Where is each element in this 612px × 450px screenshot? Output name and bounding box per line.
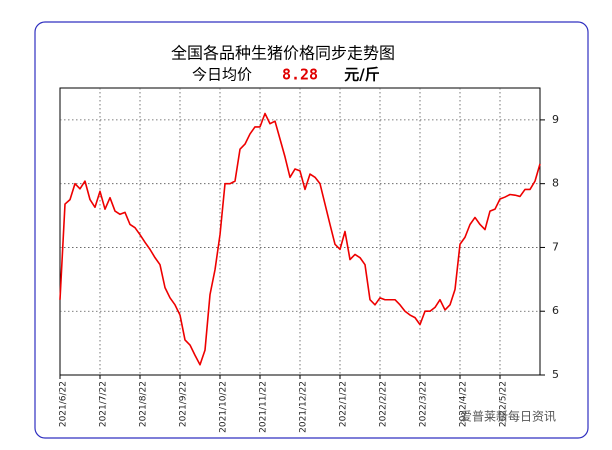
watermark: 爱普莱新每日资讯: [460, 409, 556, 424]
y-tick-label: 7: [552, 240, 559, 253]
x-tick-label: 2021/10/22: [219, 381, 229, 433]
x-tick-label: 2021/9/22: [179, 381, 189, 427]
x-tick-label: 2022/4/22: [459, 381, 469, 427]
x-tick-label: 2021/7/22: [99, 381, 109, 427]
x-tick-label: 2022/3/22: [419, 381, 429, 427]
price-unit: 元/斤: [344, 66, 379, 84]
price-label: 今日均价: [192, 66, 252, 84]
y-tick-label: 8: [552, 177, 559, 190]
x-tick-label: 2021/8/22: [139, 381, 149, 427]
price-line: [59, 112, 541, 366]
x-tick-label: 2021/12/22: [299, 381, 309, 433]
y-tick-label: 5: [552, 368, 559, 381]
x-tick-label: 2021/6/22: [59, 381, 69, 427]
chart-title: 全国各品种生猪价格同步走势图: [171, 44, 395, 63]
frame: [34, 21, 589, 439]
x-tick-label: 2022/1/22: [339, 381, 349, 427]
y-tick-label: 9: [552, 113, 559, 126]
x-tick-label: 2021/11/22: [259, 381, 269, 433]
x-tick-label: 2022/2/22: [379, 381, 389, 427]
y-tick-label: 6: [552, 304, 559, 317]
price-value: 8.28: [282, 66, 318, 84]
x-tick-label: 2022/5/22: [499, 381, 509, 427]
